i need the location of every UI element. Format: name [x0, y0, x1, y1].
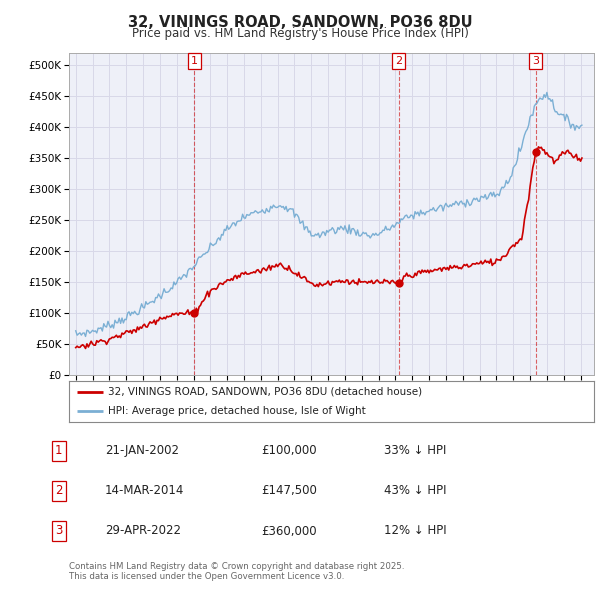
Text: Contains HM Land Registry data © Crown copyright and database right 2025.
This d: Contains HM Land Registry data © Crown c… — [69, 562, 404, 581]
Text: 2: 2 — [395, 56, 403, 66]
Text: 12% ↓ HPI: 12% ↓ HPI — [384, 525, 446, 537]
Text: 21-JAN-2002: 21-JAN-2002 — [105, 444, 179, 457]
Text: 2: 2 — [55, 484, 62, 497]
Text: £147,500: £147,500 — [261, 484, 317, 497]
Text: 43% ↓ HPI: 43% ↓ HPI — [384, 484, 446, 497]
Text: 3: 3 — [55, 525, 62, 537]
Text: 1: 1 — [191, 56, 198, 66]
Text: HPI: Average price, detached house, Isle of Wight: HPI: Average price, detached house, Isle… — [109, 406, 366, 416]
Text: £360,000: £360,000 — [261, 525, 317, 537]
Text: 29-APR-2022: 29-APR-2022 — [105, 525, 181, 537]
Text: 3: 3 — [532, 56, 539, 66]
Text: 33% ↓ HPI: 33% ↓ HPI — [384, 444, 446, 457]
Text: 14-MAR-2014: 14-MAR-2014 — [105, 484, 184, 497]
Text: 1: 1 — [55, 444, 62, 457]
Text: £100,000: £100,000 — [261, 444, 317, 457]
Text: Price paid vs. HM Land Registry's House Price Index (HPI): Price paid vs. HM Land Registry's House … — [131, 27, 469, 40]
Text: 32, VININGS ROAD, SANDOWN, PO36 8DU (detached house): 32, VININGS ROAD, SANDOWN, PO36 8DU (det… — [109, 386, 422, 396]
Text: 32, VININGS ROAD, SANDOWN, PO36 8DU: 32, VININGS ROAD, SANDOWN, PO36 8DU — [128, 15, 472, 30]
